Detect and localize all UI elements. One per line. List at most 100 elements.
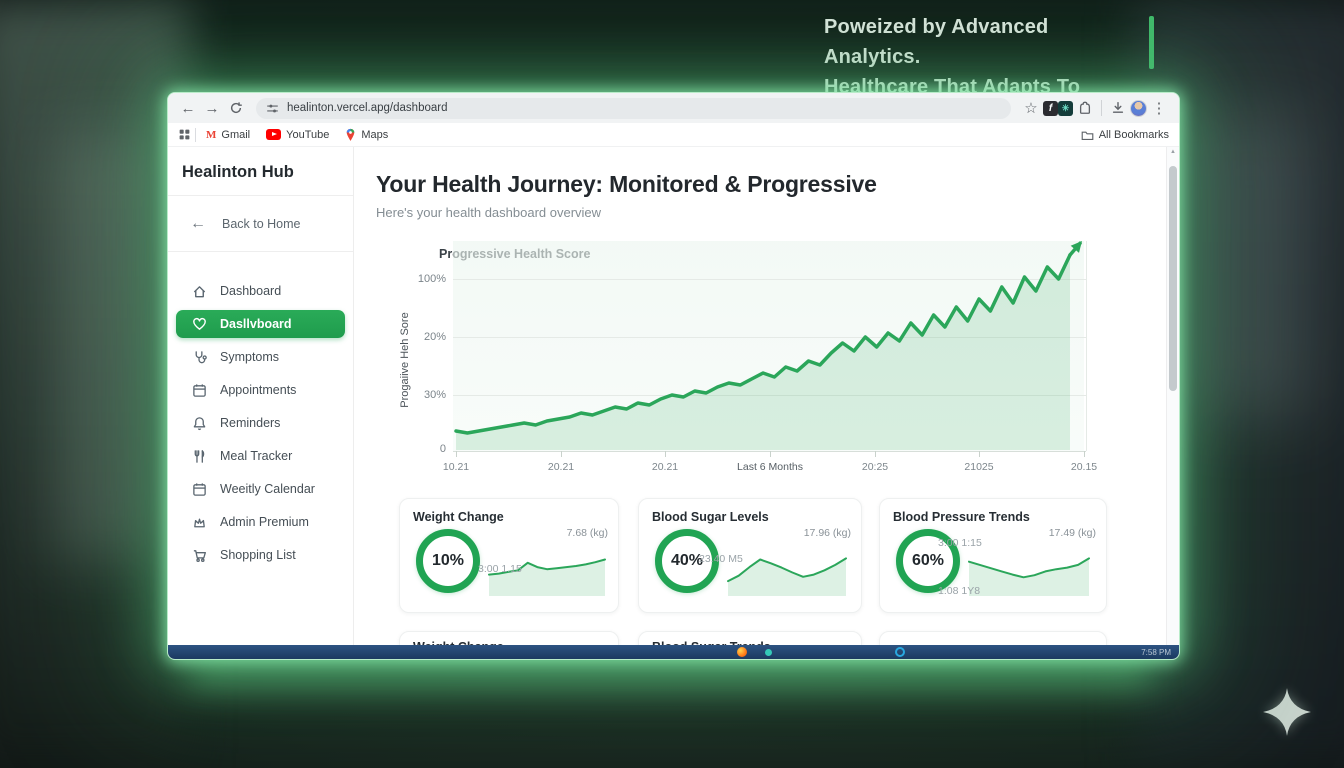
firefox-icon[interactable] <box>737 647 747 657</box>
kebab-menu-icon[interactable]: ⋮ <box>1151 100 1167 117</box>
url-bar[interactable]: healinton.vercel.apg/dashboard <box>256 97 1011 119</box>
back-icon[interactable]: ← <box>180 99 196 117</box>
reload-icon[interactable] <box>224 96 248 120</box>
x-tickmark <box>665 451 666 457</box>
all-bookmarks[interactable]: All Bookmarks <box>1081 129 1169 141</box>
value-label: 17.96 (kg) <box>803 527 851 539</box>
y-tick: 20% <box>423 331 446 343</box>
sidebar-item-admin-premium[interactable]: Admin Premium <box>176 508 345 536</box>
weight-sparkline <box>488 558 606 596</box>
x-tickmark <box>1084 451 1085 457</box>
gmail-icon: M <box>206 128 217 141</box>
crown-icon <box>194 518 205 527</box>
sidebar-item-weekly-calendar[interactable]: Weeitly Calendar <box>176 475 345 503</box>
background-right-highlight <box>1184 110 1314 420</box>
blood-sugar-sparkline <box>727 557 847 596</box>
sidebar-item-meal-tracker[interactable]: Meal Tracker <box>176 442 345 470</box>
x-tick: 10.21 <box>442 461 470 473</box>
gridline <box>453 337 1086 338</box>
page-content: Healinton Hub ← Back to Home Dashboard <box>168 147 1179 647</box>
bell-icon <box>193 416 206 430</box>
app-title: Healinton Hub <box>182 163 294 181</box>
extension-icon[interactable]: f <box>1043 100 1058 116</box>
x-axis-line <box>453 451 1086 452</box>
download-icon[interactable] <box>1106 96 1130 120</box>
background-left-highlight <box>55 130 165 560</box>
scrollbar-thumb[interactable] <box>1169 166 1177 391</box>
cart-icon <box>193 549 206 562</box>
bookmarks-bar: M Gmail YouTube Maps All B <box>168 123 1179 147</box>
sidebar-item-symptoms[interactable]: Symptoms <box>176 343 345 371</box>
forward-icon[interactable]: → <box>204 99 220 117</box>
scroll-up-arrow-icon[interactable]: ▲ <box>1170 149 1176 155</box>
calendar-icon <box>193 383 206 397</box>
maps-pin-icon <box>347 128 355 141</box>
youtube-icon <box>266 129 282 140</box>
x-tickmark <box>770 451 771 457</box>
sub-label: 3:00 1.15 <box>478 563 522 575</box>
y-tick: 100% <box>417 273 446 285</box>
bookmark-maps[interactable]: Maps <box>345 128 388 142</box>
utensils-icon <box>194 449 205 463</box>
value-label: 17.49 (kg) <box>1048 527 1096 539</box>
sidebar-item-appointments[interactable]: Appointments <box>176 376 345 404</box>
page-subtitle: Here's your health dashboard overview <box>376 205 602 220</box>
partial-card-blood-sugar-trends: Blood Sugar Trends <box>638 631 862 647</box>
page-scrollbar[interactable]: ▲ <box>1166 147 1179 647</box>
bookmark-youtube[interactable]: YouTube <box>266 129 329 141</box>
x-tickmark <box>561 451 562 457</box>
sidebar-item-dashboard-active[interactable]: Dasllvboard <box>176 310 345 338</box>
extensions-puzzle-icon[interactable] <box>1073 96 1097 120</box>
app-sidebar: Healinton Hub ← Back to Home Dashboard <box>168 147 354 647</box>
sidebar-item-label: Dashboard <box>220 284 282 298</box>
sidebar-item-label: Symptoms <box>220 350 280 364</box>
sidebar-item-label: Dasllvboard <box>220 317 292 331</box>
sidebar-item-reminders[interactable]: Reminders <box>176 409 345 437</box>
gridline <box>453 279 1086 280</box>
extension-icon-2[interactable]: ✳ <box>1058 100 1073 116</box>
back-to-home-label: Back to Home <box>222 217 301 231</box>
card-title: Weight Change <box>413 510 504 524</box>
bookmarks-separator <box>195 127 196 142</box>
apps-grid-icon[interactable] <box>178 128 191 141</box>
site-settings-icon[interactable] <box>266 102 279 115</box>
x-tickmark <box>456 451 457 457</box>
card-title: Blood Sugar Levels <box>652 510 769 524</box>
clock: 7:58 PM <box>1141 648 1171 657</box>
taskbar-app-icon[interactable] <box>765 648 772 656</box>
sidebar-item-label: Shopping List <box>220 548 296 562</box>
sidebar-item-label: Meal Tracker <box>220 449 293 463</box>
x-tick: 20.21 <box>651 461 679 473</box>
bookmark-star-icon[interactable]: ☆ <box>1024 100 1038 117</box>
stat-card-weight-change: Weight Change 10% 7.68 (kg) 3:00 1.15 <box>399 498 619 613</box>
sidebar-item-label: Admin Premium <box>220 515 309 529</box>
y-tick: 0 <box>439 443 446 455</box>
stat-card-blood-sugar: Blood Sugar Levels 40% 17.96 (kg) 23.40 … <box>638 498 862 613</box>
x-tick: 21025 <box>964 461 994 473</box>
back-to-home-link[interactable]: ← Back to Home <box>168 209 353 239</box>
tagline-accent-bar <box>1149 16 1154 69</box>
divider <box>168 195 353 196</box>
bookmark-label: Gmail <box>221 128 251 141</box>
divider <box>168 251 353 252</box>
percent-ring: 40% <box>655 529 719 593</box>
hero-tagline-line1: Poweized by Advanced Analytics. <box>824 16 1049 68</box>
taskbar-app-ring-icon[interactable] <box>895 647 905 657</box>
page-title: Your Health Journey: Monitored & Progres… <box>376 171 877 197</box>
bookmark-gmail[interactable]: M Gmail <box>206 129 250 141</box>
x-tick: Last 6 Months <box>737 461 803 473</box>
sidebar-item-shopping-list[interactable]: Shopping List <box>176 541 345 569</box>
percent-value: 40% <box>670 552 704 569</box>
sidebar-item-label: Appointments <box>220 383 297 397</box>
profile-avatar[interactable] <box>1130 99 1147 117</box>
url-text[interactable]: healinton.vercel.apg/dashboard <box>287 102 448 114</box>
percent-ring: 60% <box>896 529 960 593</box>
percent-ring: 10% <box>416 529 480 593</box>
card-title: Blood Pressure Trends <box>893 510 1030 524</box>
home-icon <box>193 285 206 297</box>
sidebar-item-dashboard[interactable]: Dashboard <box>176 277 345 305</box>
chart-y-axis-label: Progaiive Heh Sore <box>399 312 411 408</box>
folder-icon <box>1081 131 1094 140</box>
os-taskbar: 7:58 PM <box>168 645 1179 659</box>
value-label: 7.68 (kg) <box>566 527 608 539</box>
